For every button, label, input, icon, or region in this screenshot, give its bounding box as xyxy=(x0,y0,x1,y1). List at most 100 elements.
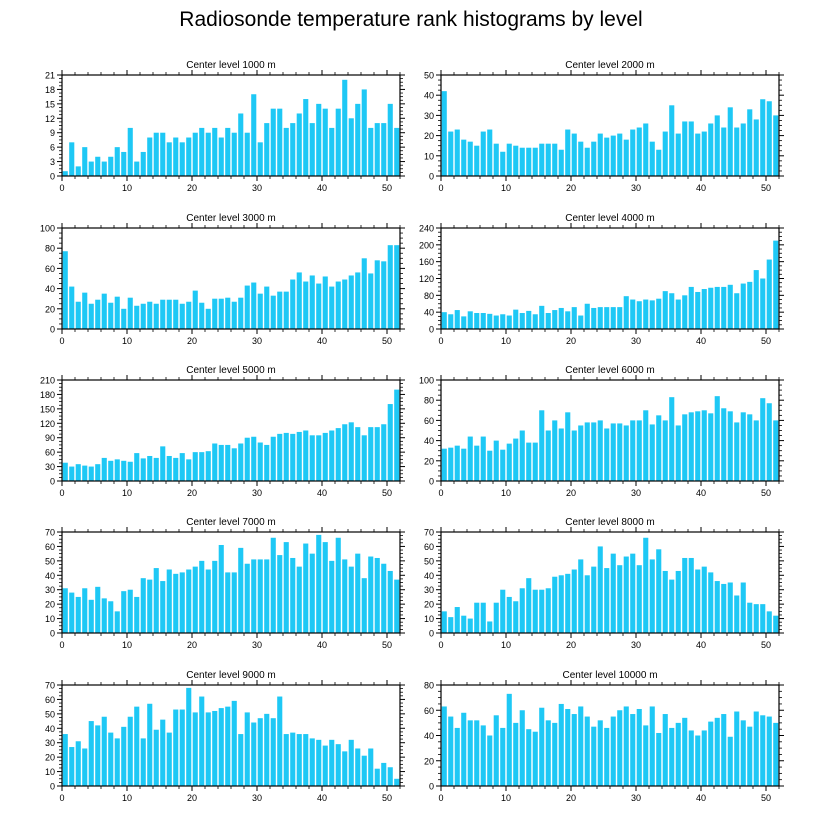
histogram-bar xyxy=(578,141,584,176)
histogram-bar xyxy=(597,720,603,786)
histogram-bar xyxy=(487,735,493,786)
histogram-bar xyxy=(441,448,447,481)
histogram-bar xyxy=(322,276,328,329)
histogram-bar xyxy=(526,442,532,481)
histogram-bar xyxy=(526,310,532,329)
histogram-panel: Center level 9000 m 0 10 20 30 40 50 60 70 0 10 20 3… xyxy=(45,670,405,803)
histogram-bar xyxy=(539,143,545,176)
y-tick-label: 20 xyxy=(424,600,434,610)
y-tick-label: 90 xyxy=(45,433,55,443)
histogram-bar xyxy=(545,588,551,633)
histogram-bar xyxy=(597,307,603,329)
histogram-bar xyxy=(532,442,538,481)
histogram-bar xyxy=(322,108,328,176)
histogram-bar xyxy=(584,422,590,481)
histogram-bar xyxy=(62,251,68,329)
y-tick-label: 150 xyxy=(40,404,55,414)
histogram-bar xyxy=(140,578,146,633)
histogram-bar xyxy=(441,611,447,633)
y-tick-label: 0 xyxy=(50,782,55,792)
histogram-bar xyxy=(766,716,772,786)
histogram-bar xyxy=(506,443,512,481)
histogram-bar xyxy=(75,741,81,786)
histogram-bar xyxy=(231,448,237,481)
histogram-bar xyxy=(467,141,473,176)
histogram-bar xyxy=(773,420,779,481)
y-tick-label: 60 xyxy=(424,542,434,552)
histogram-bar xyxy=(740,123,746,176)
panel-title: Center level 7000 m xyxy=(186,517,276,528)
histogram-bar xyxy=(714,115,720,176)
histogram-bar xyxy=(212,560,218,633)
y-tick-label: 120 xyxy=(40,419,55,429)
panel-title: Center level 3000 m xyxy=(186,213,276,224)
histogram-bar xyxy=(121,591,127,633)
histogram-bar xyxy=(610,553,616,633)
histogram-bar xyxy=(121,726,127,786)
histogram-bar xyxy=(734,711,740,786)
histogram-bar xyxy=(558,575,564,633)
histogram-bar xyxy=(649,706,655,786)
histogram-bar xyxy=(134,161,140,176)
histogram-bar xyxy=(753,270,759,329)
histogram-bar xyxy=(467,720,473,786)
histogram-bar xyxy=(290,732,296,786)
histogram-bar xyxy=(368,748,374,786)
histogram-bar xyxy=(355,553,361,633)
histogram-bar xyxy=(361,755,367,786)
histogram-bar xyxy=(662,714,668,786)
x-tick-label: 50 xyxy=(761,488,771,498)
histogram-bar xyxy=(257,559,263,633)
histogram-bar xyxy=(688,557,694,633)
x-tick-label: 0 xyxy=(59,336,64,346)
histogram-bar xyxy=(101,457,107,481)
histogram-panel: Center level 10000 m 0 20 40 60 80 0 10 20 30 40 50 xyxy=(424,670,784,803)
histogram-bar xyxy=(474,445,480,481)
histogram-bar xyxy=(374,557,380,633)
histogram-bar xyxy=(519,588,525,633)
histogram-bar xyxy=(69,286,75,329)
histogram-bar xyxy=(316,103,322,176)
histogram-bar xyxy=(270,537,276,633)
histogram-bar xyxy=(604,428,610,481)
histogram-bar xyxy=(558,428,564,481)
histogram-bar xyxy=(688,730,694,786)
y-tick-label: 0 xyxy=(429,325,434,335)
histogram-bar xyxy=(493,315,499,329)
histogram-bar xyxy=(82,588,88,633)
histogram-panel: Center level 4000 m 0 40 80 120 160 200 240 0 10 2… xyxy=(419,213,784,346)
histogram-bar xyxy=(361,578,367,633)
histogram-bar xyxy=(355,427,361,481)
x-tick-label: 40 xyxy=(696,640,706,650)
histogram-bar xyxy=(179,142,185,176)
histogram-bar xyxy=(708,721,714,786)
x-tick-label: 30 xyxy=(631,336,641,346)
histogram-bar xyxy=(342,424,348,481)
histogram-bar xyxy=(322,542,328,633)
histogram-bar xyxy=(578,315,584,329)
histogram-bar xyxy=(335,428,341,481)
histogram-bar xyxy=(69,592,75,633)
histogram-bar xyxy=(513,438,519,481)
histogram-bar xyxy=(630,714,636,786)
histogram-bar xyxy=(565,412,571,481)
histogram-bar xyxy=(82,147,88,176)
histogram-bar xyxy=(192,132,198,176)
histogram-bar xyxy=(487,129,493,176)
y-tick-label: 200 xyxy=(419,240,434,250)
histogram-bar xyxy=(682,414,688,481)
histogram-bar xyxy=(231,700,237,786)
histogram-bar xyxy=(617,307,623,329)
histogram-bar xyxy=(264,123,270,176)
histogram-bar xyxy=(270,108,276,176)
histogram-bar xyxy=(316,739,322,786)
histogram-bar xyxy=(753,604,759,633)
y-tick-label: 40 xyxy=(424,731,434,741)
histogram-bar xyxy=(753,420,759,481)
x-tick-label: 50 xyxy=(382,793,392,803)
histogram-bar xyxy=(192,452,198,481)
histogram-bar xyxy=(760,99,766,176)
histogram-bar xyxy=(526,147,532,176)
y-tick-label: 10 xyxy=(45,767,55,777)
